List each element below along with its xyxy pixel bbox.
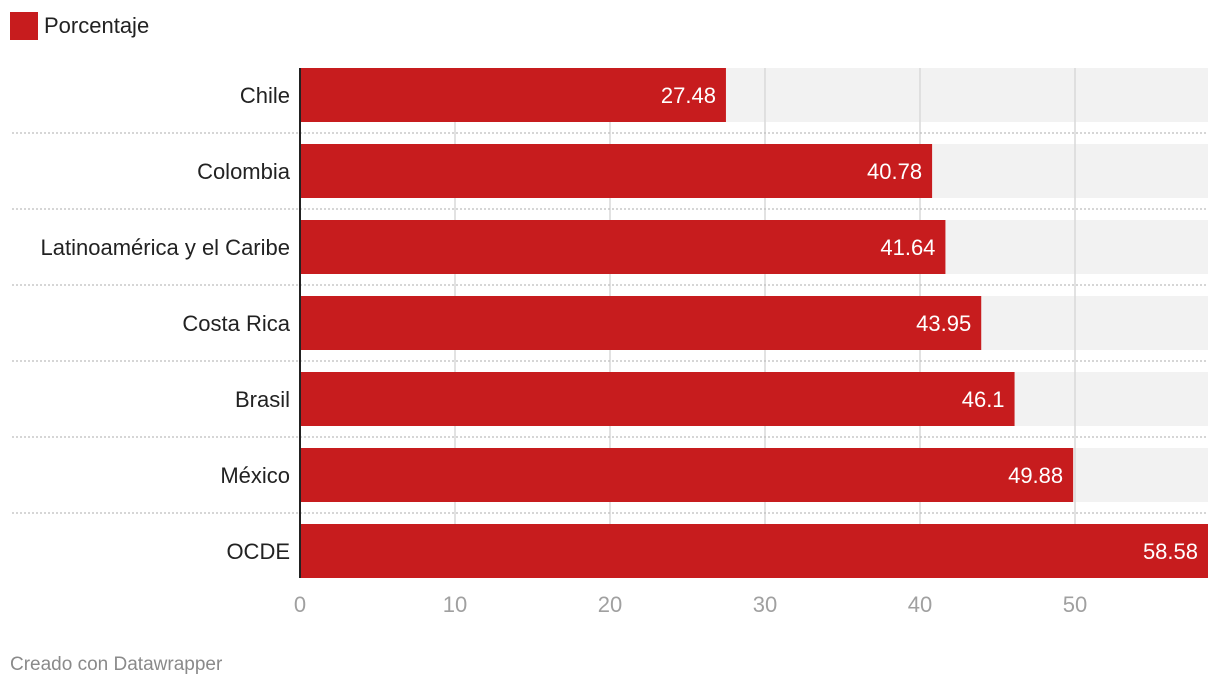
legend-swatch: [10, 12, 38, 40]
bar: [300, 296, 982, 350]
bar: [300, 372, 1015, 426]
x-tick-label: 0: [294, 592, 306, 617]
value-label: 58.58: [1143, 539, 1198, 564]
x-tick-label: 10: [443, 592, 467, 617]
x-tick-label: 30: [753, 592, 777, 617]
bar: [300, 144, 933, 198]
category-label: Latinoamérica y el Caribe: [41, 235, 290, 260]
value-label: 27.48: [661, 83, 716, 108]
x-tick-label: 50: [1063, 592, 1087, 617]
bar: [300, 220, 946, 274]
legend: Porcentaje: [10, 12, 149, 40]
category-label: OCDE: [226, 539, 290, 564]
value-label: 43.95: [916, 311, 971, 336]
category-label: Brasil: [235, 387, 290, 412]
x-tick-label: 20: [598, 592, 622, 617]
bar: [300, 68, 726, 122]
credit-text: Creado con Datawrapper: [10, 654, 223, 675]
bar: [300, 524, 1208, 578]
legend-label: Porcentaje: [44, 13, 150, 38]
category-label: Chile: [240, 83, 290, 108]
category-label: México: [220, 463, 290, 488]
value-label: 41.64: [880, 235, 935, 260]
category-label: Colombia: [197, 159, 291, 184]
value-label: 40.78: [867, 159, 922, 184]
bar-chart: 27.48 Chile 40.78 Colombia 41.64 Latinoaméric…: [12, 68, 1208, 617]
x-tick-label: 40: [908, 592, 932, 617]
value-label: 49.88: [1008, 463, 1063, 488]
value-label: 46.1: [962, 387, 1005, 412]
category-label: Costa Rica: [182, 311, 290, 336]
bar: [300, 448, 1074, 502]
